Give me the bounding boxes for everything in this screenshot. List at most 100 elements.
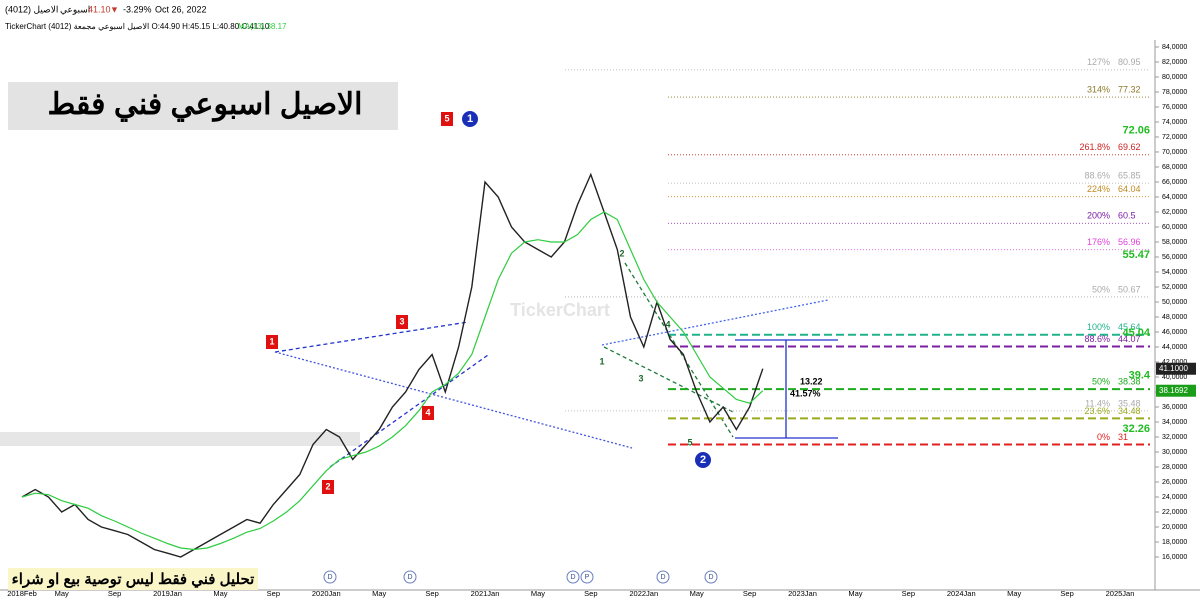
x-tick-label: Sep (902, 589, 915, 598)
price-line (21, 211, 764, 551)
x-tick-label: 2020Jan (312, 589, 341, 598)
y-tick-label: 60,0000 (1162, 224, 1187, 231)
level-value: 77.32 (1118, 84, 1141, 94)
event-marker (580, 570, 594, 584)
level-value: 31 (1118, 432, 1128, 442)
level-percent: 127% (1087, 57, 1110, 67)
x-tick-label: Sep (108, 589, 121, 598)
y-tick-label: 18,0000 (1162, 539, 1187, 546)
y-tick-label: 26,0000 (1162, 479, 1187, 486)
wave-box (266, 335, 278, 349)
level-percent: 88.6% (1084, 334, 1110, 344)
level-percent: 261.8% (1079, 142, 1110, 152)
level-percent: 176% (1087, 237, 1110, 247)
y-tick-label: 64,0000 (1162, 194, 1187, 201)
date: Oct 26, 2022 (155, 4, 207, 14)
x-tick-label: May (1007, 589, 1021, 598)
event-marker (323, 570, 337, 584)
y-tick-label: 72,0000 (1162, 134, 1187, 141)
y-tick-label: 46,0000 (1162, 329, 1187, 336)
level-value: 56.96 (1118, 237, 1141, 247)
y-tick-label: 32,0000 (1162, 434, 1187, 441)
price-label: 39.4 (1129, 369, 1151, 381)
y-tick-label: 74,0000 (1162, 119, 1187, 126)
y-tick-label: 58,0000 (1162, 239, 1187, 246)
level-percent: 224% (1087, 184, 1110, 194)
title-box (8, 82, 398, 130)
wave-box (441, 112, 453, 126)
event-label: D (407, 574, 412, 581)
event-label: P (585, 574, 590, 581)
y-tick-label: 82,0000 (1162, 59, 1187, 66)
arrow: ▼ (110, 4, 119, 14)
y-axis-panel (1155, 40, 1200, 590)
x-tick-label: 2021Jan (471, 589, 500, 598)
y-tick-label: 84,0000 (1162, 44, 1187, 51)
price-tag-label: 38.1692 (1159, 386, 1188, 395)
y-tick-label: 48,0000 (1162, 314, 1187, 321)
change: -3.29% (123, 4, 152, 14)
event-label: D (327, 574, 332, 581)
x-tick-label: May (213, 589, 227, 598)
measure-change: 13.22 (800, 376, 823, 386)
level-percent: 200% (1087, 211, 1110, 221)
event-label: D (708, 574, 713, 581)
disclaimer: تحليل فني فقط ليس توصية بيع او شراء (12, 571, 255, 589)
measure-percent: 41.57% (790, 388, 821, 398)
level-value: 38.38 (1118, 377, 1141, 387)
ma-info: MA(13) 38.17 (238, 22, 287, 31)
wave-label: 2 (700, 454, 706, 466)
x-tick-label: May (690, 589, 704, 598)
level-percent: 50% (1092, 284, 1110, 294)
x-tick-label: 2025Jan (1106, 589, 1135, 598)
wave-label: 5 (444, 113, 449, 123)
trendline (274, 321, 469, 353)
x-tick-label: 2019Jan (153, 589, 182, 598)
disclaimer-box (8, 568, 258, 590)
price-label: 72.06 (1122, 124, 1150, 136)
drawings (274, 262, 838, 468)
level-percent: 100% (1087, 322, 1110, 332)
wave-label: 4 (425, 407, 430, 417)
wave-label: 2 (619, 248, 624, 258)
y-tick-label: 36,0000 (1162, 404, 1187, 411)
level-percent: 314% (1087, 84, 1110, 94)
y-tick-label: 56,0000 (1162, 254, 1187, 261)
last-price: 41.10 (88, 4, 111, 14)
trendline (274, 351, 633, 449)
x-tick-label: Sep (425, 589, 438, 598)
wave-label: 1 (269, 336, 274, 346)
y-tick-label: 66,0000 (1162, 179, 1187, 186)
wave-box (422, 406, 434, 420)
price-line (21, 172, 764, 558)
level-value: 35.48 (1118, 398, 1141, 408)
wave-label: 3 (399, 316, 404, 326)
y-tick-label: 54,0000 (1162, 269, 1187, 276)
trendline (603, 346, 734, 413)
event-label: D (660, 574, 665, 581)
event-marker (566, 570, 580, 584)
x-tick-label: 2023Jan (788, 589, 817, 598)
chart-title: الاصيل اسبوعي فني فقط (47, 88, 362, 122)
y-tick-label: 42,0000 (1162, 359, 1187, 366)
x-tick-label: May (848, 589, 862, 598)
wave-box (396, 315, 408, 329)
level-value: 65.85 (1118, 170, 1141, 180)
x-tick-label: May (55, 589, 69, 598)
x-tick-label: 2022Jan (629, 589, 658, 598)
y-tick-label: 40,0000 (1162, 374, 1187, 381)
info: TickerChart الاصيل اسبوعي مجمعة (4012) O… (5, 22, 270, 31)
level-percent: 0% (1097, 432, 1110, 442)
y-tick-label: 52,0000 (1162, 284, 1187, 291)
level-percent: 11.4% (1085, 398, 1110, 408)
price-tag (1156, 384, 1196, 397)
y-tick-label: 30,0000 (1162, 449, 1187, 456)
y-tick-label: 76,0000 (1162, 104, 1187, 111)
y-tick-label: 24,0000 (1162, 494, 1187, 501)
level-percent: 50% (1092, 377, 1110, 387)
trendline (601, 299, 829, 346)
event-marker (656, 570, 670, 584)
wave-label: 1 (467, 113, 473, 125)
level-value: 80.95 (1118, 57, 1141, 67)
y-tick-label: 28,0000 (1162, 464, 1187, 471)
